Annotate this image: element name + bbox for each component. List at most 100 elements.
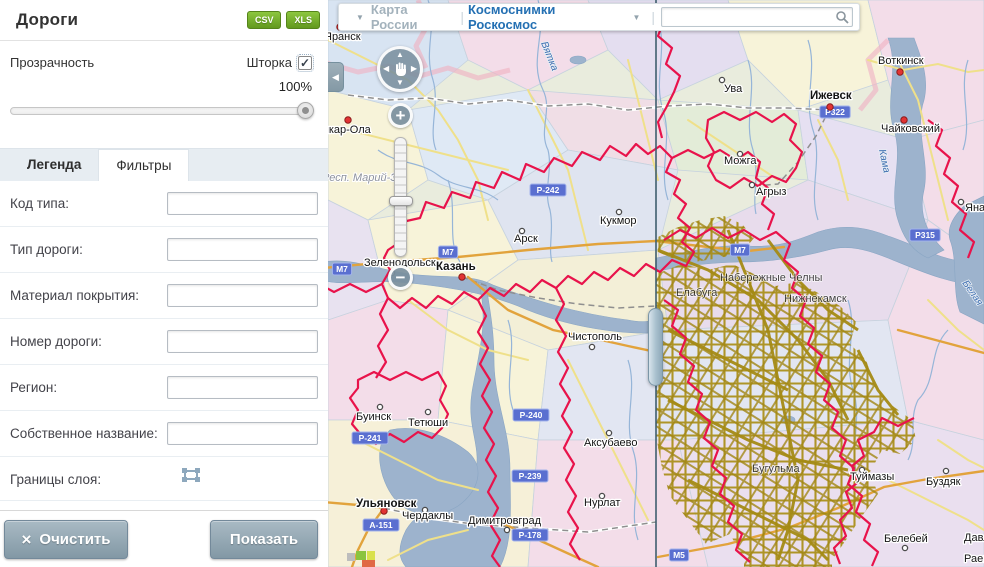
admin-borders <box>328 2 976 567</box>
curtain-divider-handle[interactable] <box>648 308 663 386</box>
railways <box>347 93 831 534</box>
filter-row-own-name: Собственное название: <box>0 411 328 457</box>
zoom-slider[interactable] <box>389 137 413 257</box>
left-layer-name[interactable]: Карта России <box>370 2 418 32</box>
zoom-out-button[interactable]: − <box>388 265 413 290</box>
transparency-slider-handle[interactable] <box>297 102 314 119</box>
tab-filters[interactable]: Фильтры <box>98 149 190 181</box>
city-label: Аксубаево <box>584 437 638 449</box>
panel-actions: × Очистить Показать <box>0 510 328 567</box>
show-button[interactable]: Показать <box>210 520 318 559</box>
map-area[interactable]: Р322 Р315 Р-242 М7 М7 М7 Р-240 Р-241 Р-239 А-151 Р… <box>328 0 984 567</box>
city-marker-dot <box>896 68 904 76</box>
road-badge <box>511 469 549 483</box>
city-marker-circle <box>588 343 596 351</box>
search-icon[interactable] <box>835 10 849 24</box>
left-layer-dropdown-arrow[interactable]: ▼ <box>356 12 364 22</box>
city-marker-circle <box>605 429 613 437</box>
export-csv-button[interactable]: CSV <box>246 11 282 29</box>
city-label: Янаул <box>965 202 984 214</box>
search-separator: | <box>651 9 655 25</box>
layer-bounds-polygon-icon[interactable] <box>182 468 200 487</box>
city-marker-dot <box>458 273 466 281</box>
filter-label-surface-material: Материал покрытия: <box>10 288 140 303</box>
clear-x-icon: × <box>21 530 32 549</box>
city-label: Туймазы <box>850 471 894 483</box>
road-badge <box>729 243 751 257</box>
road-badge <box>511 528 549 542</box>
road-badge-label: Р322 <box>825 107 845 117</box>
roads-panel: Дороги CSV XLS Прозрачность Шторка ✓ 100… <box>0 0 328 567</box>
clear-button-label: Очистить <box>39 531 111 548</box>
city-label: Бугульма <box>752 463 800 475</box>
right-layer-name[interactable]: Космоснимки Роскосмос <box>468 2 556 32</box>
city-marker-circle <box>942 467 950 475</box>
city-label: Раевский <box>964 553 984 565</box>
filter-input-surface-material[interactable] <box>167 284 318 307</box>
city-label: Зеленодольск <box>364 257 436 269</box>
curtain-label: Шторка <box>246 55 292 70</box>
road-badge <box>668 548 690 562</box>
filter-row-region: Регион: <box>0 365 328 411</box>
road-badge <box>331 262 353 276</box>
zoom-slider-handle[interactable] <box>389 196 413 206</box>
city-label: Яранск <box>328 31 361 43</box>
transparency-label: Прозрачность <box>10 55 95 70</box>
road-badge-label: М7 <box>336 264 348 274</box>
road-badge-label: Р315 <box>915 230 935 240</box>
map-search-input[interactable] <box>661 7 853 27</box>
pan-right-icon[interactable]: ▶ <box>410 64 417 73</box>
city-label: Йошкар-Ола <box>328 123 372 136</box>
road-badge-label: А-151 <box>369 520 392 530</box>
city-label: Чердаклы <box>402 510 453 522</box>
city-label: Белебей <box>884 533 928 545</box>
city-label: Буинск <box>356 411 391 423</box>
filter-input-region[interactable] <box>167 376 318 399</box>
road-badge <box>362 518 400 532</box>
pan-up-icon[interactable]: ▲ <box>396 50 404 59</box>
export-xls-button[interactable]: XLS <box>286 11 320 29</box>
city-label: Набережные Челны <box>720 272 823 284</box>
pan-down-icon[interactable]: ▼ <box>396 78 404 87</box>
filter-input-road-type[interactable] <box>167 238 318 261</box>
water-bodies <box>328 37 984 567</box>
right-layer-dropdown-arrow[interactable]: ▼ <box>632 12 641 22</box>
road-badge <box>351 431 389 445</box>
filter-input-road-number[interactable] <box>167 330 318 353</box>
pan-left-icon[interactable]: ◀ <box>383 64 390 73</box>
filter-input-own-name[interactable] <box>167 422 318 445</box>
clear-button[interactable]: × Очистить <box>4 520 128 559</box>
zoom-in-button[interactable]: + <box>388 103 413 128</box>
hand-icon <box>396 62 406 76</box>
region-label: Респ. Марий-Эл <box>328 172 404 184</box>
city-marker-circle <box>736 150 744 158</box>
city-label: Чайковский <box>881 123 940 135</box>
city-label: Нурлат <box>584 497 620 509</box>
city-label: Ульяновск <box>356 498 417 510</box>
city-label: Давлеканово <box>964 532 984 544</box>
transparency-slider-track[interactable] <box>10 107 310 115</box>
filter-row-surface-material: Материал покрытия: <box>0 273 328 319</box>
curtain-checkbox[interactable]: ✓ <box>296 53 314 72</box>
road-badge-label: М7 <box>734 245 746 255</box>
filter-input-type-code[interactable] <box>167 192 318 215</box>
panel-collapse-button[interactable]: ◀ <box>328 62 344 92</box>
city-marker-circle <box>424 408 432 416</box>
city-marker-circle <box>421 506 429 514</box>
road-badges: Р322 Р315 Р-242 М7 М7 М7 Р-240 Р-241 Р-239 А-151 Р… <box>331 105 941 562</box>
transparency-slider[interactable] <box>10 102 314 119</box>
filter-row-road-number: Номер дороги: <box>0 319 328 365</box>
tab-legend[interactable]: Легенда <box>27 157 82 172</box>
filter-label-road-type: Тип дороги: <box>10 242 83 257</box>
city-label: Воткинск <box>878 55 924 67</box>
export-buttons: CSV XLS <box>246 11 320 29</box>
layer-separator: | <box>460 9 464 25</box>
pan-control[interactable]: ▲ ▼ ◀ ▶ <box>377 46 423 92</box>
city-marker-circle <box>901 544 909 552</box>
city-marker-circle <box>503 526 511 534</box>
filter-label-type-code: Код типа: <box>10 196 69 211</box>
road-badge-label: М7 <box>442 247 454 257</box>
city-labels: Яранск Йошкар-Ола Ува Ижевск Воткинск Чайковс… <box>328 23 984 566</box>
filter-row-layer-bounds: Границы слоя: <box>0 457 328 502</box>
